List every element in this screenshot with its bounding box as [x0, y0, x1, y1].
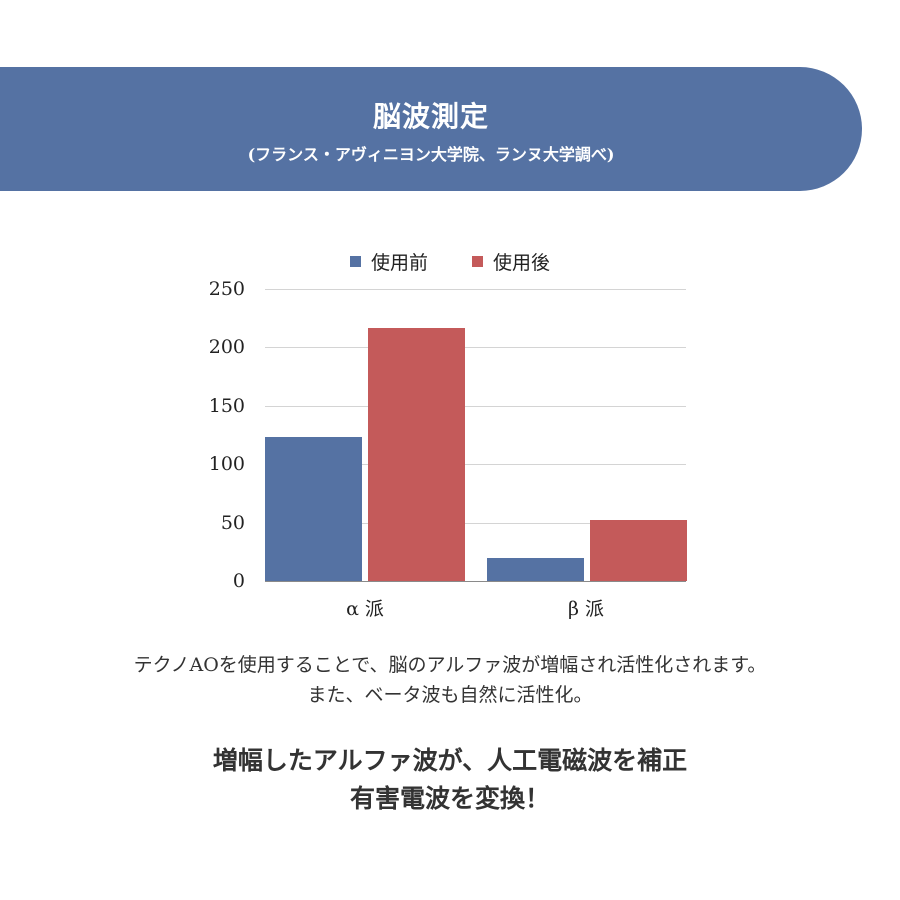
- legend-item-after: 使用後: [472, 248, 550, 275]
- bar-before: [487, 557, 584, 581]
- y-tick: 250: [208, 278, 245, 300]
- page-title: 脳波測定: [372, 100, 489, 133]
- bar-after: [590, 520, 687, 581]
- y-tick: 0: [232, 570, 245, 592]
- description-line-2: また、ベータ波も自然に活性化。: [307, 684, 593, 706]
- legend-swatch-after: [472, 256, 483, 267]
- y-tick: 200: [208, 336, 245, 358]
- bar-after: [368, 327, 465, 581]
- chart-legend: 使用前 使用後: [0, 248, 900, 275]
- bar-chart: 使用前 使用後 250 200 150 100 50 0 α 派 β 派: [0, 248, 900, 620]
- gridline: [265, 406, 686, 407]
- x-axis: [265, 581, 686, 582]
- legend-item-before: 使用前: [349, 248, 428, 275]
- title-banner: 脳波測定 (フランス・アヴィニヨン大学院、ランヌ大学調べ): [0, 67, 862, 191]
- y-tick: 100: [208, 453, 245, 475]
- legend-label-before: 使用前: [370, 252, 428, 274]
- x-label-alpha: α 派: [346, 598, 384, 620]
- gridline: [265, 464, 686, 465]
- y-tick: 50: [220, 512, 245, 534]
- gridline: [265, 347, 686, 348]
- x-label-beta: β 派: [567, 598, 605, 620]
- description: テクノAOを使用することで、脳のアルファ波が増幅され活性化されます。 また、ベー…: [0, 650, 900, 710]
- legend-label-after: 使用後: [493, 252, 551, 274]
- headline: 増幅したアルファ波が、人工電磁波を補正 有害電波を変換！: [0, 742, 900, 818]
- gridline: [265, 289, 686, 290]
- headline-line-1: 増幅したアルファ波が、人工電磁波を補正: [212, 746, 688, 775]
- legend-swatch-before: [349, 256, 361, 267]
- gridline: [265, 523, 686, 524]
- page-subtitle: (フランス・アヴィニヨン大学院、ランヌ大学調べ): [247, 145, 615, 164]
- bar-before: [265, 437, 362, 581]
- headline-line-2: 有害電波を変換！: [349, 784, 550, 813]
- description-line-1: テクノAOを使用することで、脳のアルファ波が増幅され活性化されます。: [133, 654, 767, 676]
- y-tick: 150: [208, 395, 245, 417]
